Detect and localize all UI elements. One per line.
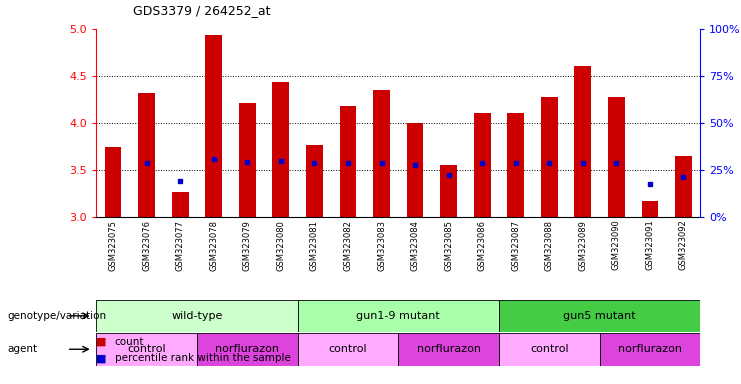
Bar: [440, 165, 457, 217]
Bar: [306, 144, 323, 217]
Bar: [239, 103, 256, 217]
Text: ■: ■: [96, 337, 107, 347]
Bar: [197, 333, 298, 366]
Text: norflurazon: norflurazon: [416, 344, 481, 354]
Bar: [298, 333, 399, 366]
Bar: [499, 333, 599, 366]
Text: ■: ■: [96, 353, 107, 363]
Bar: [499, 300, 700, 332]
Text: percentile rank within the sample: percentile rank within the sample: [115, 353, 290, 363]
Text: norflurazon: norflurazon: [618, 344, 682, 354]
Text: count: count: [115, 337, 144, 347]
Bar: [205, 35, 222, 217]
Text: agent: agent: [7, 344, 38, 354]
Bar: [675, 156, 692, 217]
Bar: [273, 83, 289, 217]
Text: wild-type: wild-type: [171, 311, 222, 321]
Bar: [599, 333, 700, 366]
Text: gun5 mutant: gun5 mutant: [563, 311, 636, 321]
Text: GDS3379 / 264252_at: GDS3379 / 264252_at: [133, 4, 271, 17]
Bar: [642, 201, 658, 217]
Bar: [104, 147, 122, 217]
Text: gun1-9 mutant: gun1-9 mutant: [356, 311, 440, 321]
Bar: [608, 96, 625, 217]
Bar: [96, 300, 298, 332]
Bar: [407, 123, 423, 217]
Bar: [574, 66, 591, 217]
Text: norflurazon: norflurazon: [216, 344, 279, 354]
Bar: [298, 300, 499, 332]
Bar: [508, 114, 524, 217]
Text: genotype/variation: genotype/variation: [7, 311, 107, 321]
Text: control: control: [329, 344, 368, 354]
Bar: [473, 114, 491, 217]
Bar: [339, 106, 356, 217]
Bar: [399, 333, 499, 366]
Bar: [96, 333, 197, 366]
Text: control: control: [530, 344, 568, 354]
Text: control: control: [127, 344, 166, 354]
Bar: [139, 93, 155, 217]
Bar: [172, 192, 189, 217]
Bar: [541, 96, 558, 217]
Bar: [373, 90, 390, 217]
